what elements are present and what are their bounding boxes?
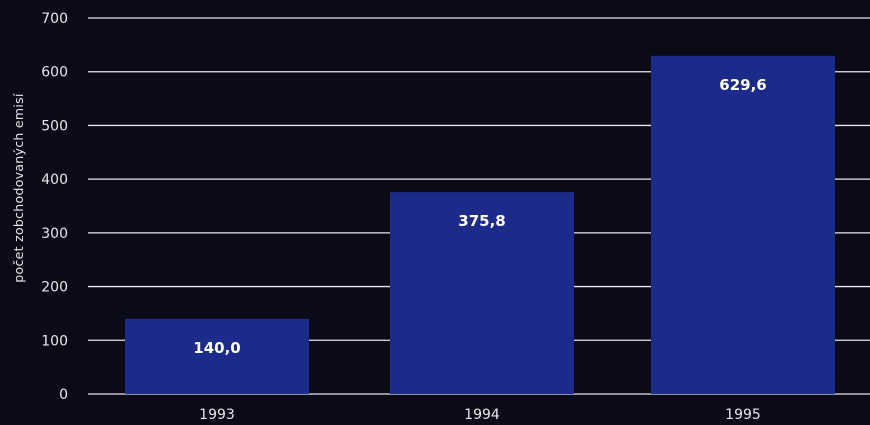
data-labels: 140,0 375,8 629,6 (193, 76, 766, 357)
x-tick-label: 1994 (464, 407, 500, 423)
y-axis-label: počet zobchodovaných emisí (11, 93, 26, 283)
x-tick-label: 1995 (725, 407, 761, 423)
data-label: 140,0 (193, 339, 240, 357)
y-tick-label: 0 (59, 387, 68, 403)
x-axis-ticks: 1993 1994 1995 (199, 407, 761, 423)
bar-1993 (125, 318, 309, 394)
bar-1995 (651, 55, 835, 395)
y-tick-label: 100 (41, 333, 68, 349)
y-tick-label: 500 (41, 118, 68, 134)
y-tick-label: 200 (41, 280, 68, 296)
y-tick-label: 700 (41, 11, 68, 27)
data-label: 629,6 (719, 76, 766, 94)
y-tick-label: 400 (41, 172, 68, 188)
bars (125, 55, 835, 395)
bar-1994 (390, 192, 574, 394)
y-tick-label: 300 (41, 226, 68, 242)
data-label: 375,8 (458, 212, 505, 230)
y-axis-ticks: 0 100 200 300 400 500 600 700 (41, 11, 68, 403)
y-tick-label: 600 (41, 65, 68, 81)
x-tick-label: 1993 (199, 407, 235, 423)
